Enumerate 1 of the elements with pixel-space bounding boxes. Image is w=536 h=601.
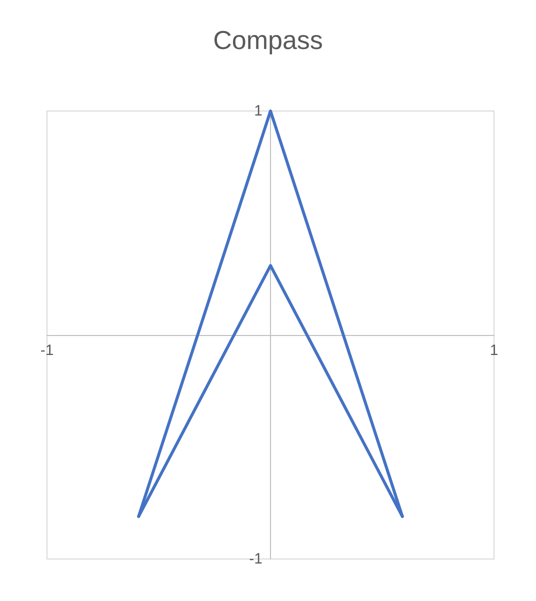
chart-title: Compass xyxy=(213,25,323,55)
